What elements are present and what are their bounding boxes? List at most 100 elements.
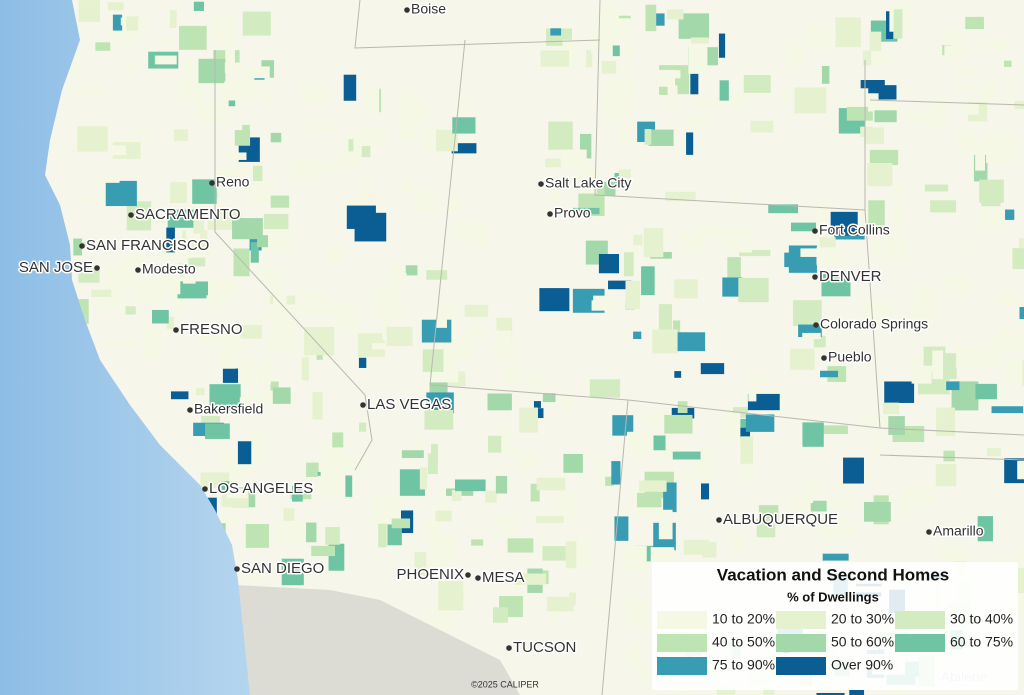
tract xyxy=(945,28,964,48)
tract xyxy=(685,115,711,132)
tract xyxy=(519,407,538,433)
tract xyxy=(893,9,903,39)
tract xyxy=(694,98,723,107)
tract xyxy=(227,152,247,160)
tract xyxy=(831,497,853,509)
tract xyxy=(270,132,282,143)
tract xyxy=(814,201,830,225)
tract xyxy=(257,235,268,248)
city-label: Fort Collins xyxy=(819,222,890,238)
tract xyxy=(138,19,147,35)
tract xyxy=(234,185,258,193)
tract xyxy=(563,453,583,473)
tract xyxy=(452,117,476,134)
city-dot xyxy=(506,645,512,651)
tract xyxy=(188,257,206,267)
tract xyxy=(730,93,747,109)
tract xyxy=(793,300,822,326)
tract xyxy=(636,492,662,508)
tract xyxy=(224,81,255,101)
legend-swatch xyxy=(657,634,707,652)
tract xyxy=(683,539,710,555)
tract xyxy=(436,129,458,152)
tract xyxy=(250,242,259,263)
tract xyxy=(435,510,452,522)
city-dot xyxy=(465,572,471,578)
tract xyxy=(1017,588,1024,618)
tract xyxy=(455,479,486,492)
tract xyxy=(343,454,370,471)
tract xyxy=(625,41,634,59)
tract xyxy=(678,13,710,39)
tract xyxy=(1012,248,1024,270)
tract xyxy=(487,393,512,411)
tract xyxy=(741,464,754,483)
tract xyxy=(143,330,162,360)
tract xyxy=(800,248,822,257)
tract xyxy=(281,558,304,586)
mexico xyxy=(235,585,520,695)
city-label: SACRAMENTO xyxy=(135,206,241,223)
city-dot xyxy=(79,243,85,249)
tract xyxy=(946,381,960,391)
city-dot xyxy=(716,517,722,523)
tract xyxy=(502,448,517,457)
tract xyxy=(451,143,477,154)
tract xyxy=(891,185,905,200)
tract xyxy=(244,569,261,582)
tract xyxy=(471,539,484,546)
tract xyxy=(573,538,591,568)
tract xyxy=(207,278,238,302)
tract xyxy=(868,93,879,112)
tract xyxy=(105,339,138,346)
city-dot xyxy=(94,265,100,271)
tract xyxy=(906,112,935,125)
tract xyxy=(391,518,411,529)
tract xyxy=(835,481,858,489)
tract xyxy=(938,544,956,555)
tract xyxy=(572,207,600,215)
legend-box xyxy=(652,562,1018,690)
tract xyxy=(412,435,425,458)
tract xyxy=(821,273,851,297)
tract xyxy=(882,402,900,415)
tract xyxy=(200,335,227,347)
tract xyxy=(464,304,489,317)
city-label: Bakersfield xyxy=(194,401,263,417)
tract xyxy=(611,461,621,485)
tract xyxy=(461,587,472,606)
legend-swatch xyxy=(776,657,826,675)
city-label: ALBUQUERQUE xyxy=(723,511,838,528)
tract xyxy=(346,205,376,229)
tract xyxy=(378,523,387,548)
tract xyxy=(841,99,860,109)
tract xyxy=(550,28,562,36)
tract xyxy=(648,129,674,146)
tract xyxy=(533,401,541,408)
tract xyxy=(675,332,706,352)
tract xyxy=(157,38,177,46)
tract xyxy=(690,37,709,44)
tract xyxy=(936,407,956,437)
tract xyxy=(745,414,775,432)
tract xyxy=(618,121,632,144)
tract xyxy=(1004,60,1012,67)
city-label: SAN JOSE xyxy=(19,259,93,276)
tract xyxy=(242,11,271,36)
tract xyxy=(1019,307,1024,320)
tract xyxy=(995,291,1020,306)
tract xyxy=(639,480,667,492)
tract xyxy=(1022,360,1024,387)
legend-swatch xyxy=(895,634,945,652)
tract xyxy=(978,39,1010,51)
tract xyxy=(932,350,944,380)
tract xyxy=(318,122,338,132)
tract xyxy=(436,313,447,328)
copyright: ©2025 CALIPER xyxy=(471,679,539,689)
tract xyxy=(806,476,814,504)
tract xyxy=(874,110,897,123)
tract xyxy=(388,273,407,285)
tract xyxy=(606,80,636,97)
tract xyxy=(177,79,204,103)
